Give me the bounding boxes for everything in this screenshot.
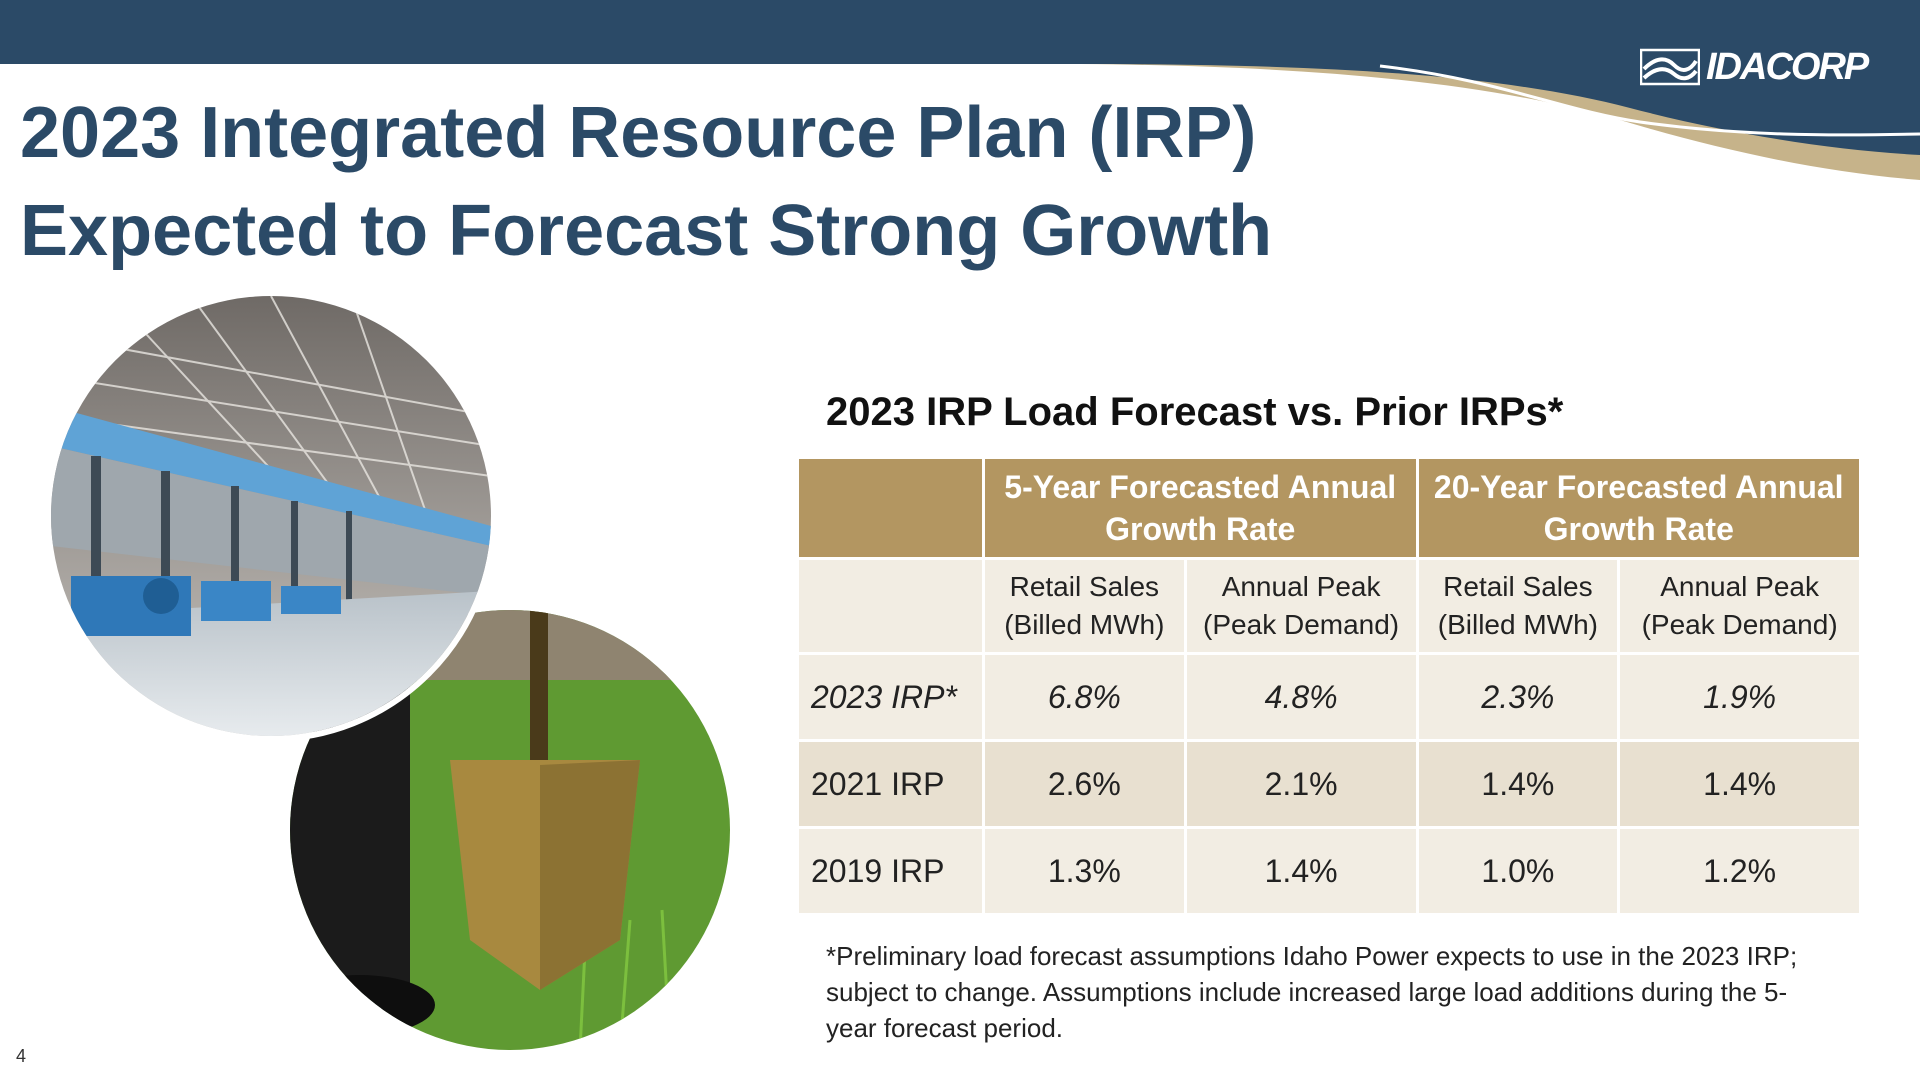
- load-forecast-table: 5-Year Forecasted Annual Growth Rate 20-…: [796, 456, 1862, 916]
- table-row: 2021 IRP 2.6% 2.1% 1.4% 1.4%: [799, 742, 1859, 826]
- page-title-line-1: 2023 Integrated Resource Plan (IRP): [20, 93, 1257, 173]
- sub-header-corner-cell: [799, 560, 982, 652]
- header-20-year-growth: 20-Year Forecasted Annual Growth Rate: [1418, 459, 1859, 557]
- table-cell: 1.3%: [984, 829, 1184, 913]
- page-number: 4: [16, 1046, 27, 1066]
- table-cell: 2.6%: [984, 742, 1184, 826]
- row-label: 2019 IRP: [799, 829, 982, 913]
- table-cell: 1.4%: [1418, 742, 1618, 826]
- sub-header-5yr-annual-peak: Annual Peak (Peak Demand): [1186, 560, 1416, 652]
- table-cell: 1.9%: [1620, 655, 1859, 739]
- factory-interior-icon: [51, 296, 491, 736]
- factory-photo: [45, 290, 497, 742]
- table-sub-header-row: Retail Sales (Billed MWh) Annual Peak (P…: [799, 560, 1859, 652]
- table-cell: 1.2%: [1620, 829, 1859, 913]
- idacorp-logo: IDACORP: [1640, 44, 1869, 90]
- header-5-year-growth: 5-Year Forecasted Annual Growth Rate: [984, 459, 1416, 557]
- sub-header-5yr-retail-sales: Retail Sales (Billed MWh): [984, 560, 1184, 652]
- header-bar: [0, 0, 1920, 64]
- table-cell: 6.8%: [984, 655, 1184, 739]
- table-group-header-row: 5-Year Forecasted Annual Growth Rate 20-…: [799, 459, 1859, 557]
- footnote: *Preliminary load forecast assumptions I…: [826, 941, 1798, 1043]
- table-cell: 2.3%: [1418, 655, 1618, 739]
- table-cell: 1.4%: [1620, 742, 1859, 826]
- table-row: 2023 IRP* 6.8% 4.8% 2.3% 1.9%: [799, 655, 1859, 739]
- page-title-line-2: Expected to Forecast Strong Growth: [20, 191, 1273, 271]
- row-label: 2023 IRP*: [799, 655, 982, 739]
- row-label: 2021 IRP: [799, 742, 982, 826]
- table-cell: 1.4%: [1186, 829, 1416, 913]
- table-row: 2019 IRP 1.3% 1.4% 1.0% 1.2%: [799, 829, 1859, 913]
- table-title: 2023 IRP Load Forecast vs. Prior IRPs*: [826, 390, 1564, 434]
- header-corner-cell: [799, 459, 982, 557]
- idacorp-logo-text: IDACORP: [1706, 45, 1869, 88]
- table-cell: 4.8%: [1186, 655, 1416, 739]
- idacorp-logo-icon: [1640, 48, 1700, 86]
- page-title: 2023 Integrated Resource Plan (IRP) Expe…: [20, 84, 1272, 280]
- table-cell: 1.0%: [1418, 829, 1618, 913]
- sub-header-20yr-retail-sales: Retail Sales (Billed MWh): [1418, 560, 1618, 652]
- sub-header-20yr-annual-peak: Annual Peak (Peak Demand): [1620, 560, 1859, 652]
- photo-collage: [45, 290, 745, 1070]
- table-cell: 2.1%: [1186, 742, 1416, 826]
- header-swoosh: [1080, 64, 1920, 180]
